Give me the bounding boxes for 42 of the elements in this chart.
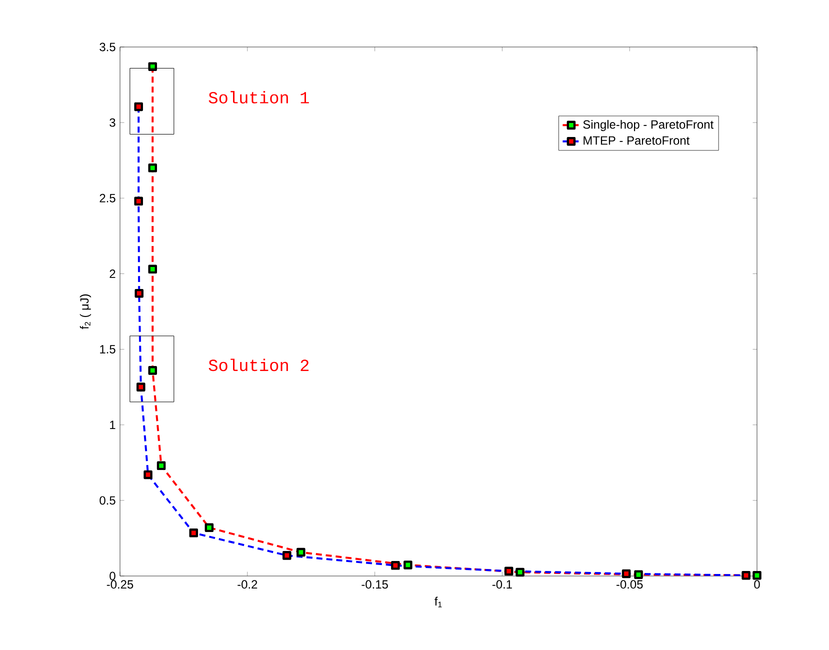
point	[148, 264, 157, 274]
y-tick-label: 0.5	[100, 496, 116, 505]
point	[282, 551, 292, 560]
y-tick-label: 3	[110, 118, 116, 127]
point	[516, 568, 524, 577]
x-tick-label: -0.25	[106, 580, 134, 589]
point	[742, 571, 750, 580]
x-tick-label: 0	[754, 580, 760, 589]
point	[404, 560, 412, 570]
y-tick-label: 3.5	[100, 42, 116, 52]
x-tick-label: -0.05	[616, 580, 643, 589]
point	[148, 366, 157, 375]
legend-label: Single-hop - ParetoFront	[583, 120, 714, 132]
point	[148, 164, 157, 172]
annotation: Solution 2	[208, 358, 309, 372]
point	[504, 566, 514, 576]
point	[148, 62, 157, 72]
point	[134, 196, 143, 206]
x-tick-label: -0.1	[492, 580, 512, 589]
legend-label: MTEP - ParetoFront	[584, 136, 690, 145]
y-axis-title: f$_{2}$ ( μJ)	[80, 294, 92, 330]
point	[296, 548, 306, 557]
x-tick-label: -0.15	[362, 580, 388, 589]
x-axis-title: f$_{1}$	[434, 596, 442, 608]
annotation: Solution 1	[208, 91, 309, 104]
y-tick-label: 1	[110, 420, 116, 429]
y-tick-label: 1.5	[100, 345, 116, 354]
y-tick-label: 2	[110, 270, 116, 278]
point	[134, 102, 143, 112]
point	[189, 528, 198, 538]
point	[136, 382, 146, 392]
x-tick-label: -0.2	[238, 580, 258, 589]
point	[634, 570, 643, 580]
point	[134, 288, 144, 298]
point	[144, 470, 152, 480]
y-tick-label: 2.5	[100, 194, 116, 202]
point	[156, 461, 166, 470]
point	[622, 569, 631, 578]
y-tick-label: 0	[110, 572, 116, 580]
point	[391, 561, 400, 570]
point	[204, 523, 214, 532]
point	[752, 571, 762, 580]
